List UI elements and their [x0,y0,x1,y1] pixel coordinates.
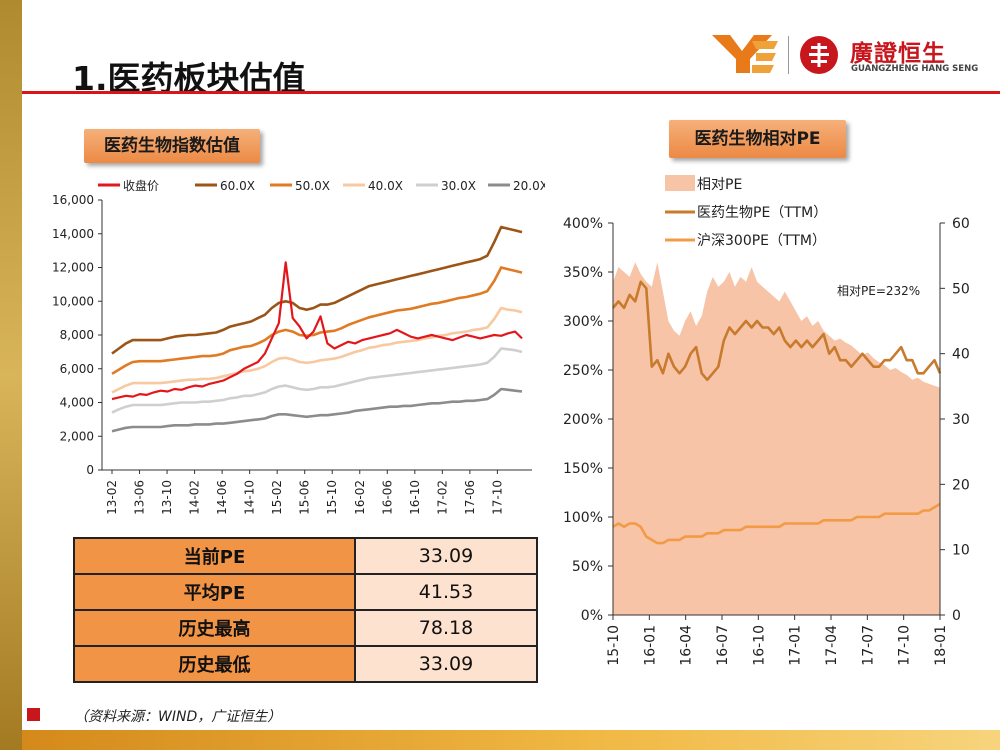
y-tick-label: 0 [86,463,94,477]
pe-value: 41.53 [354,573,538,611]
table-row: 当前PE 33.09 [73,537,538,575]
x-tick-label: 15-10 [606,625,622,666]
pe-summary-table: 当前PE 33.09 平均PE 41.53 历史最高 78.18 历史最低 33… [73,537,538,683]
y-right-tick-label: 30 [952,412,970,428]
seal-logo [800,36,838,74]
brand-name-cn: 廣證恒生 [850,41,946,67]
x-tick-label: 16-10 [408,480,422,515]
y-left-tick-label: 0% [581,608,603,624]
series-line-pe60 [111,225,523,355]
x-tick-label: 16-06 [380,480,394,515]
x-tick-label: 14-02 [188,480,202,515]
y-tick-label: 14,000 [52,227,94,241]
x-tick-label: 16-04 [679,625,695,666]
right-chart-label: 医药生物相对PE [669,120,846,158]
x-tick-label: 13-10 [160,480,174,515]
y-left-tick-label: 50% [572,559,603,575]
pe-label: 历史最低 [73,645,356,683]
table-row: 历史最高 78.18 [73,609,538,647]
legend-label-pe30: 30.0X [441,179,476,193]
y-tick-label: 4,000 [60,396,94,410]
y-right-tick-label: 10 [952,543,970,559]
x-tick-label: 16-01 [642,625,658,666]
series-line-pe_sector [612,280,942,382]
series-line-price [111,261,523,401]
legend-label-pe20: 20.0X [513,179,545,193]
x-tick-label: 17-10 [897,625,913,666]
source-marker [27,708,40,721]
y-right-tick-label: 0 [952,608,961,624]
pe-label: 历史最高 [73,609,356,647]
y-left-tick-label: 400% [563,216,603,232]
y-tick-label: 10,000 [52,294,94,308]
bottom-accent-bar [22,730,1000,750]
pe-value: 33.09 [354,537,538,575]
series-area-relative [613,262,940,615]
series-line-pe30 [111,347,523,414]
x-tick-label: 15-06 [298,480,312,515]
x-tick-label: 17-07 [860,625,876,666]
y-tick-label: 6,000 [60,362,94,376]
x-tick-label: 16-07 [715,625,731,666]
legend-swatch-relative [665,175,695,191]
x-tick-label: 13-02 [105,480,119,515]
x-tick-label: 17-02 [435,480,449,515]
x-tick-label: 15-02 [270,480,284,515]
legend-label-pe_hs300: 沪深300PE（TTM） [697,233,826,249]
y-left-tick-label: 350% [563,265,603,281]
x-tick-label: 16-10 [751,625,767,666]
legend-label-relative: 相对PE [697,177,742,193]
pe-value: 33.09 [354,645,538,683]
x-tick-label: 13-06 [133,480,147,515]
table-row: 历史最低 33.09 [73,645,538,683]
series-line-pe40 [111,306,523,394]
y-tick-label: 2,000 [60,429,94,443]
left-chart-label: 医药生物指数估值 [84,129,260,163]
left-accent-bar [0,0,22,750]
y-right-tick-label: 20 [952,477,970,493]
y-tick-label: 12,000 [52,261,94,275]
logo-separator [788,36,789,74]
y-left-tick-label: 150% [563,461,603,477]
y-right-tick-label: 40 [952,347,970,363]
source-note: （资料来源：WIND，广证恒生） [74,709,282,725]
x-tick-label: 17-10 [490,480,504,515]
x-tick-label: 14-06 [215,480,229,515]
legend-label-pe40: 40.0X [368,179,403,193]
series-line-pe20 [111,387,523,433]
legend-label-pe50: 50.0X [295,179,330,193]
index-valuation-chart: 收盘价 60.0X 50.0X 40.0X 30.0X 20.0X 0 2,000 4,000 6… [52,178,545,515]
x-tick-label: 17-04 [824,625,840,666]
x-tick-label: 15-10 [325,480,339,515]
pe-label: 当前PE [73,537,356,575]
x-tick-label: 16-02 [353,480,367,515]
series-line-pe50 [111,266,523,375]
y-right-tick-label: 60 [952,216,970,232]
y-left-tick-label: 250% [563,363,603,379]
relative-pe-annotation: 相对PE=232% [837,284,920,298]
legend-label-pe60: 60.0X [220,179,255,193]
table-row: 平均PE 41.53 [73,573,538,611]
title-divider [22,91,1000,94]
brand-name-en: GUANGZHENG HANG SENG [851,64,979,74]
x-tick-label: 17-06 [463,480,477,515]
relative-pe-chart: 相对PE 医药生物PE（TTM） 沪深300PE（TTM） 0% 50% 100% 150%… [563,175,970,666]
y-left-tick-label: 200% [563,412,603,428]
legend-label-pe_sector: 医药生物PE（TTM） [697,205,827,221]
x-tick-label: 18-01 [933,625,949,666]
x-tick-label: 14-10 [243,480,257,515]
y-left-tick-label: 100% [563,510,603,526]
ye-logo [712,35,778,73]
y-left-tick-label: 300% [563,314,603,330]
y-tick-label: 8,000 [60,328,94,342]
y-tick-label: 16,000 [52,193,94,207]
pe-label: 平均PE [73,573,356,611]
legend-label-price: 收盘价 [123,178,159,193]
series-line-pe_hs300 [612,502,941,545]
y-right-tick-label: 50 [952,281,970,297]
x-tick-label: 17-01 [788,625,804,666]
pe-value: 78.18 [354,609,538,647]
